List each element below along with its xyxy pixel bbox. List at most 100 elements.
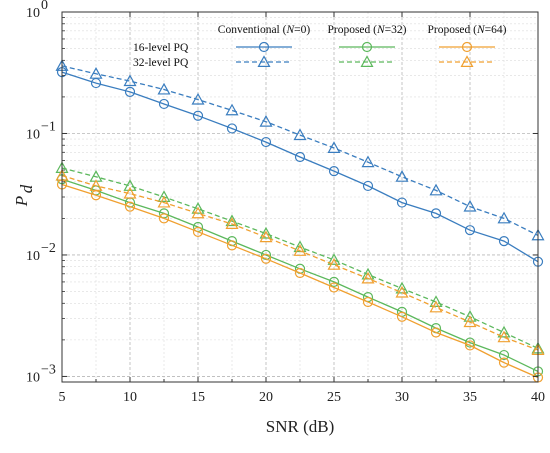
legend-header-italic: N: [476, 24, 486, 36]
legend-header-prefix: Proposed (: [327, 24, 377, 36]
data-point-triangle: [429, 300, 443, 313]
x-tick-label: 40: [531, 390, 545, 405]
data-point-triangle: [429, 295, 443, 308]
data-point-circle: [328, 276, 340, 288]
y-tick-label-exp: −3: [41, 362, 56, 377]
series-line: [61, 174, 539, 351]
data-point-circle: [192, 110, 204, 121]
y-tick-label: 100: [26, 0, 48, 21]
data-point-triangle: [191, 206, 205, 219]
data-point-circle: [192, 226, 204, 237]
data-point-triangle: [225, 217, 239, 229]
y-tick-label: 10−1: [26, 119, 56, 142]
data-point-circle: [396, 197, 408, 208]
legend-header-italic: N: [376, 24, 386, 36]
data-point-circle: [362, 180, 374, 192]
y-tick-label-exp: −1: [41, 119, 56, 134]
y-tick-label-exp: −2: [41, 241, 56, 256]
y-tick-label-exp: 0: [41, 0, 48, 13]
data-point-triangle: [89, 179, 103, 191]
data-point-triangle: [157, 190, 171, 202]
x-tick-label: 35: [463, 390, 477, 405]
data-point-triangle: [361, 271, 375, 284]
data-point-triangle: [123, 179, 137, 191]
y-tick-label: 10−3: [26, 362, 56, 385]
data-point-triangle: [225, 103, 239, 116]
data-point-triangle: [225, 214, 239, 227]
legend-swatch-proposed32-16level: [339, 41, 395, 53]
x-tick-label: 20: [259, 390, 273, 405]
data-point-triangle: [361, 155, 375, 168]
data-point-triangle: [293, 128, 307, 141]
legend-column-header: Conventional (N=0): [218, 24, 311, 36]
y-tick-label-base: 10: [26, 6, 40, 21]
data-point-triangle: [259, 230, 273, 243]
legend-header-suffix: =64): [485, 24, 507, 36]
legend-swatch-proposed32-32level: [339, 55, 395, 68]
data-point-circle: [158, 98, 170, 110]
y-tick-label: 10−2: [26, 241, 56, 264]
y-axis-title: Pd: [12, 184, 36, 207]
data-point-circle: [464, 340, 476, 351]
series-line: [61, 65, 539, 236]
data-point-circle: [396, 311, 408, 322]
data-point-circle: [430, 208, 442, 219]
data-point-triangle: [327, 258, 341, 270]
y-axis-title-main: P: [12, 196, 31, 207]
data-point-circle: [464, 337, 476, 348]
legend-header-prefix: Proposed (: [427, 24, 477, 36]
data-point-circle: [260, 253, 272, 264]
data-point-circle: [226, 240, 238, 251]
legend-column-header: Proposed (N=32): [327, 24, 406, 36]
data-point-triangle: [89, 67, 103, 79]
legend-swatch-proposed64-32level: [439, 55, 495, 68]
legend-header-suffix: =0): [294, 24, 310, 36]
x-tick-label: 25: [327, 390, 341, 405]
data-point-triangle: [395, 170, 409, 182]
x-tick-label: 15: [191, 390, 205, 405]
data-point-triangle: [191, 92, 205, 105]
data-point-circle: [158, 213, 170, 224]
data-point-triangle: [497, 211, 511, 224]
data-point-circle: [294, 151, 306, 163]
series-proposed64-16level: [56, 179, 544, 383]
data-point-triangle: [497, 330, 511, 343]
legend-row-label: 16-level PQ: [133, 42, 189, 54]
legend-header-prefix: Conventional (: [218, 24, 287, 36]
x-tick-label: 30: [395, 390, 409, 405]
data-point-triangle: [123, 186, 137, 199]
legend: Conventional (N=0) Proposed (N=32) Propose…: [133, 24, 507, 69]
data-point-triangle: [463, 310, 477, 322]
legend-swatch-marker: [258, 41, 270, 53]
data-point-circle: [226, 123, 238, 134]
series-line: [61, 183, 539, 379]
data-point-triangle: [191, 202, 205, 214]
y-axis-title-sub: d: [17, 184, 36, 193]
data-point-circle: [328, 166, 340, 177]
legend-row-label: 32-level PQ: [133, 57, 189, 69]
data-point-circle: [328, 282, 340, 293]
legend-header-italic: N: [285, 24, 295, 36]
data-point-triangle: [463, 315, 477, 328]
data-point-circle: [430, 327, 442, 338]
series-proposed64-32level: [55, 168, 545, 356]
y-tick-label-base: 10: [26, 370, 40, 385]
legend-swatch-marker: [361, 41, 373, 53]
data-point-circle: [498, 236, 510, 247]
data-point-triangle: [123, 74, 137, 87]
data-point-circle: [498, 357, 510, 368]
y-tick-label-base: 10: [26, 249, 40, 264]
y-tick-label-base: 10: [26, 127, 40, 142]
x-axis-title: SNR (dB): [266, 417, 334, 436]
series-line: [61, 167, 539, 349]
data-point-triangle: [429, 183, 443, 196]
series-layer: [55, 59, 545, 383]
data-point-triangle: [157, 82, 171, 95]
data-point-triangle: [497, 325, 511, 338]
data-point-circle: [124, 86, 136, 97]
legend-swatch-conventional-32level: [236, 55, 292, 68]
series-conventional-16level: [56, 67, 544, 267]
data-point-circle: [260, 136, 272, 148]
